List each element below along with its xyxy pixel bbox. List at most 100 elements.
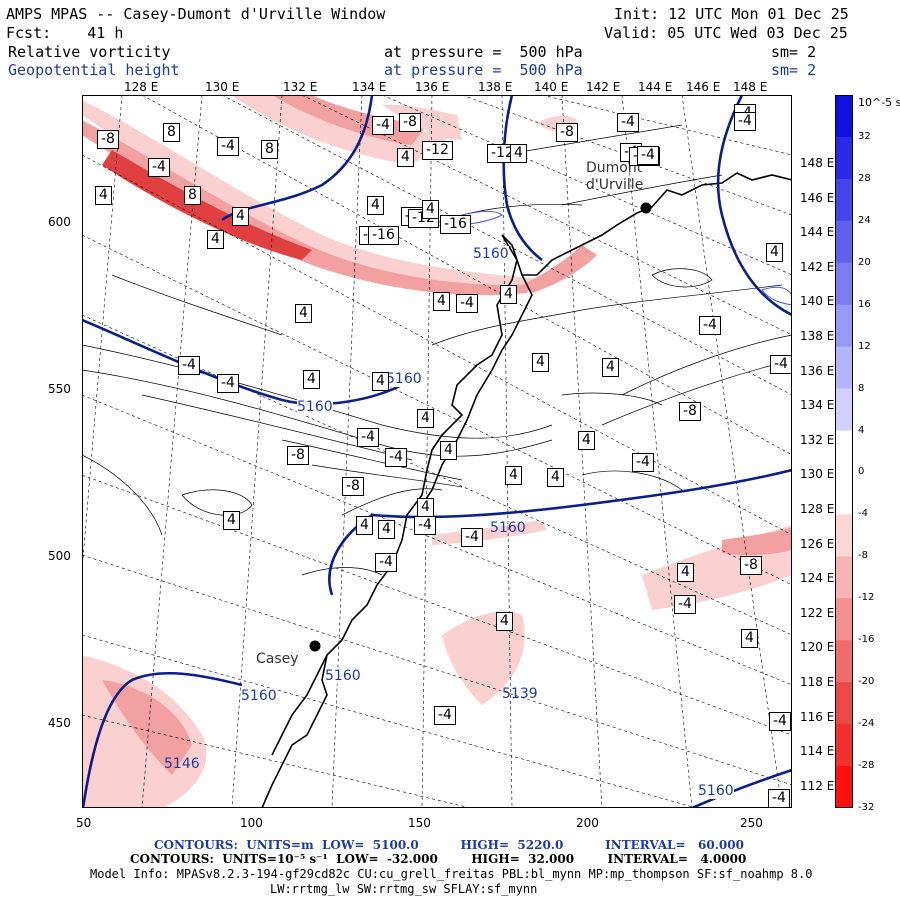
colorbar-cell [835, 430, 853, 473]
vorticity-label: -12 [422, 141, 453, 160]
vorticity-label: -4 [385, 448, 407, 467]
vorticity-label: 4 [378, 520, 395, 539]
footer-model-info: Model Info: MPASv8.2.3-194-gf29cd82c CU:… [90, 867, 813, 881]
field1-smoothing: sm= 2 [771, 43, 817, 61]
colorbar [835, 95, 853, 808]
vorticity-label: -8 [97, 130, 119, 149]
vorticity-label: -8 [679, 402, 701, 421]
colorbar-cell [835, 472, 853, 515]
vorticity-label: -4 [769, 712, 791, 731]
colorbar-cell [835, 766, 853, 808]
colorbar-cell [835, 346, 853, 390]
colorbar-cell [835, 220, 853, 264]
vorticity-label: 4 [295, 304, 312, 323]
colorbar-label: 28 [858, 172, 871, 184]
vorticity-label: -4 [375, 553, 397, 572]
y-tick-label: 450 [48, 716, 71, 730]
right-lon-label: 126 E [800, 535, 835, 552]
field1-name: Relative vorticity [8, 43, 171, 61]
footer-vorticity-contours: CONTOURS: UNITS=10⁻⁵ s⁻¹ LOW= -32.000 HI… [130, 852, 747, 866]
vorticity-label: 8 [184, 186, 201, 205]
vorticity-label: 4 [372, 372, 389, 391]
vorticity-label: -4 [357, 428, 379, 447]
vorticity-label: 4 [417, 498, 434, 517]
vorticity-label: 4 [356, 516, 373, 535]
colorbar-label: -24 [858, 718, 875, 730]
field2-smoothing: sm= 2 [771, 61, 817, 79]
plot-title: AMPS MPAS -- Casey-Dumont d'Urville Wind… [6, 5, 386, 23]
vorticity-label: -8 [287, 446, 309, 465]
colorbar-cell [835, 556, 853, 599]
vorticity-label: -4 [456, 294, 478, 313]
colorbar-cell [835, 388, 853, 432]
height-label: 5160 [473, 246, 509, 262]
right-lon-label: 130 E [800, 466, 835, 483]
colorbar-cell [835, 304, 853, 348]
vorticity-label: 4 [500, 285, 517, 304]
right-lon-label: 144 E [800, 224, 835, 241]
map-frame [82, 95, 792, 808]
vorticity-label: 8 [163, 123, 180, 142]
colorbar-label: 12 [858, 340, 871, 352]
vorticity-label: 4 [440, 441, 457, 460]
dumont-durville-marker [640, 202, 652, 214]
footer-height-contours: CONTOURS: UNITS=m LOW= 5100.0 HIGH= 5220… [154, 838, 744, 852]
vorticity-label: 4 [367, 196, 384, 215]
vorticity-label: -4 [699, 316, 721, 335]
right-lon-label: 146 E [800, 189, 835, 206]
vorticity-label: 8 [261, 140, 278, 159]
colorbar-label: -20 [858, 676, 875, 688]
colorbar-label: 20 [858, 256, 871, 268]
vorticity-label: -4 [217, 137, 239, 156]
vorticity-shading [82, 95, 792, 808]
graticule [82, 95, 792, 808]
station-label-casey: Casey [256, 651, 299, 667]
right-lon-label: 148 E [800, 155, 835, 171]
x-tick-label: 200 [576, 816, 599, 830]
vorticity-label: -4 [770, 355, 792, 374]
colorbar-label: -32 [858, 802, 875, 813]
colorbar-label: 32 [858, 130, 871, 142]
lon-label: 130 E [205, 80, 240, 94]
lon-label: 136 E [415, 80, 450, 94]
colorbar-cell [835, 178, 853, 222]
y-tick-label: 550 [48, 382, 71, 396]
vorticity-label: 4 [496, 612, 513, 631]
vorticity-label: -4 [178, 356, 200, 375]
right-lon-label: 140 E [800, 293, 835, 310]
vorticity-label: 4 [741, 629, 758, 648]
forecast-hour: Fcst: 41 h [6, 24, 124, 42]
colorbar-cell [835, 724, 853, 767]
vorticity-label: -4 [434, 706, 456, 725]
footer-model-info-2: LW:rrtmg_lw SW:rrtmg_sw SFLAY:sf_mynn [270, 882, 538, 896]
vorticity-label: 4 [433, 292, 450, 311]
colorbar-cell [835, 640, 853, 683]
x-tick-label: 250 [740, 816, 763, 830]
colorbar-cell [835, 95, 853, 138]
height-label: 5160 [241, 688, 277, 704]
right-lon-label: 118 E [800, 674, 835, 690]
colorbar-label: -12 [858, 592, 875, 604]
init-time: Init: 12 UTC Mon 01 Dec 25 [614, 5, 849, 23]
colorbar-frame [835, 95, 853, 808]
vorticity-label: 4 [602, 358, 619, 377]
right-lon-label: 142 E [800, 258, 835, 275]
right-lon-label: 114 E [800, 743, 835, 760]
vorticity-label: -4 [632, 453, 654, 472]
vorticity-contours [82, 124, 792, 576]
right-lon-label: 136 E [800, 362, 835, 379]
vorticity-label: 4 [532, 353, 549, 372]
vorticity-label: 4 [578, 431, 595, 450]
right-lon-label: 116 E [800, 708, 835, 725]
colorbar-label: -4 [858, 508, 868, 520]
x-tick-label: 150 [408, 816, 431, 830]
height-label: 5160 [698, 783, 734, 799]
lon-label: 134 E [352, 80, 387, 94]
vorticity-label: -4 [674, 595, 696, 614]
height-label: 5160 [297, 399, 333, 415]
lon-label: 132 E [283, 80, 318, 94]
vorticity-label: -4 [734, 112, 756, 131]
valid-time: Valid: 05 UTC Wed 03 Dec 25 [604, 24, 848, 42]
vorticity-label: 4 [766, 243, 783, 262]
right-lon-label: 112 E [800, 777, 835, 794]
